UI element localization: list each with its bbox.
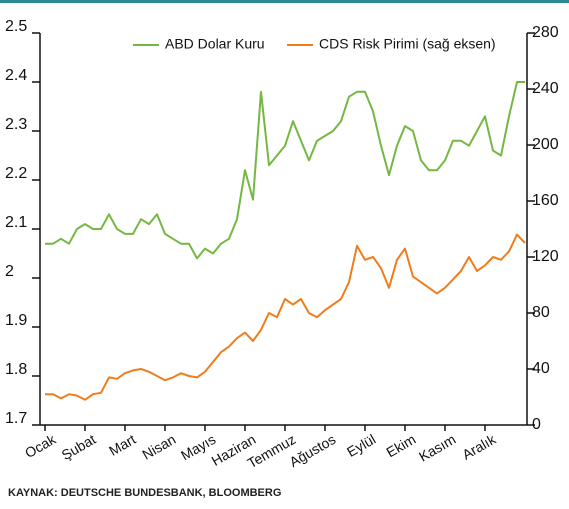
y2-tick-label: 240 (532, 80, 559, 97)
y2-tick-label: 0 (532, 416, 541, 433)
x-tick-label: Nisan (139, 431, 178, 463)
y2-tick-label: 120 (532, 248, 559, 265)
y-tick-label: 2.4 (5, 67, 27, 84)
top-border (0, 0, 569, 3)
y-tick-label: 1.9 (5, 312, 27, 329)
y2-tick-label: 80 (532, 304, 550, 321)
x-tick-label: Mart (106, 431, 138, 459)
y-tick-label: 2.5 (5, 18, 27, 35)
source-note: KAYNAK: DEUTSCHE BUNDESBANK, BLOOMBERG (8, 487, 281, 499)
x-tick-label: Eylül (344, 431, 378, 460)
x-tick-label: Ekim (383, 431, 418, 460)
y-tick-label: 1.7 (5, 410, 27, 427)
y2-tick-label: 280 (532, 24, 559, 41)
y2-tick-label: 40 (532, 360, 550, 377)
y-tick-label: 2.3 (5, 116, 27, 133)
series-line (45, 233, 526, 401)
y2-tick-label: 200 (532, 136, 559, 153)
x-tick-label: Ağustos (287, 431, 339, 470)
x-tick-label: Ocak (22, 430, 59, 461)
y-tick-label: 2.2 (5, 165, 27, 182)
x-tick-label: Aralık (459, 430, 499, 462)
x-tick-label: Kasım (416, 431, 458, 465)
legend-label: CDS Risk Pirimi (sağ eksen) (319, 36, 496, 52)
y-tick-label: 2.1 (5, 214, 27, 231)
y2-tick-label: 160 (532, 192, 559, 209)
legend-label: ABD Dolar Kuru (165, 36, 265, 52)
series-line (45, 81, 525, 260)
y-tick-label: 1.8 (5, 361, 27, 378)
x-tick-label: Şubat (59, 431, 99, 463)
y-tick-label: 2 (5, 263, 14, 280)
